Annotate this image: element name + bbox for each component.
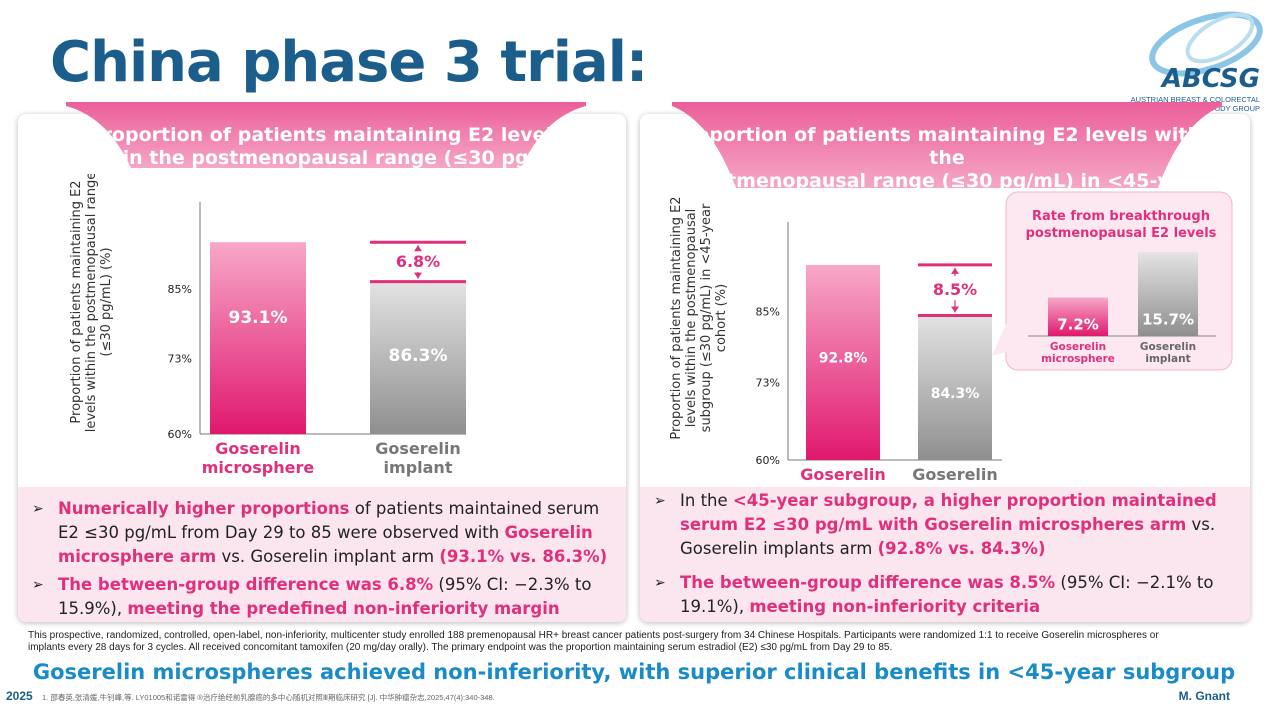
y-tick-label: 60% [756,454,780,467]
bar [918,315,992,460]
category-label: Goserelin [215,439,301,458]
bullet-text: (95% CI: −2.1% to 19.1%), [680,573,1214,616]
inset-bar [1048,297,1108,336]
right-banner: Proportion of patients maintaining E2 le… [672,124,1222,216]
inset-connector [992,320,1008,356]
bullet-text: meeting non-inferiority criteria [749,597,1041,616]
difference-label: 6.8% [396,252,440,271]
bar-value-label: 84.3% [931,386,980,402]
bar [370,281,466,434]
y-axis-label: levels within the postmenopausal range [84,174,99,432]
bar [806,264,880,460]
difference-arrowhead-up [414,245,422,252]
y-tick-label: 85% [756,305,780,318]
author: M. Gnant [1178,689,1230,703]
y-axis-label: levels within the postmenopausal [684,209,699,428]
bullet-arrow-icon: ➢ [654,493,666,509]
left-banner-line: within the postmenopausal range (≤30 pg/… [75,147,577,169]
bullet-text: (93.1% vs. 86.3%) [439,547,608,566]
category-label: microsphere [202,458,315,477]
study-footnote: This prospective, randomized, controlled… [28,630,1243,654]
bullet-text: <45-year subgroup, a higher proportion m… [680,491,1217,534]
bar-value-label: 93.1% [229,308,288,328]
bullet-text: In the [680,491,733,510]
category-label: Goserelin [375,439,461,458]
bullet-text: (92.8% vs. 84.3%) [877,539,1046,558]
difference-arrowhead-up [951,267,959,274]
right-banner-line: postmenopausal range (≤30 pg/mL) in <45-… [689,170,1205,192]
bullet-arrow-icon: ➢ [32,577,44,593]
bar-value-label: 92.8% [819,350,868,366]
left-banner: Proportion of patients maintaining E2 le… [66,124,586,170]
left-chart: 60% 73% 85% Proportion of patients maintain… [69,174,466,477]
left-banner-shape [66,102,586,168]
logo-subtitle-line: AUSTRIAN BREAST & COLORECTAL [1130,95,1260,104]
y-axis-label: (≤30 pg/mL) (%) [99,247,114,356]
bar-value-label: 86.3% [389,346,448,366]
logo-name: ABCSG [1161,64,1260,94]
inset-category-label: microsphere [1041,353,1115,365]
y-axis-label: subgroup (≤30 pg/mL) in <45-year [699,203,714,432]
inset-value-label: 15.7% [1142,310,1194,328]
bullet-text: The between-group difference was 6.8% [58,575,434,594]
right-banner-line: subgroup [896,193,998,215]
bullet-text: Numerically higher proportions [58,499,350,518]
right-banner-shape [672,102,1222,188]
bullet-text: Goserelin microsphere arm [58,523,593,566]
y-tick-label: 60% [168,428,192,441]
y-axis-label: cohort (%) [714,284,729,352]
inset-value-label: 7.2% [1057,316,1099,334]
year: 2025 [6,689,33,703]
bullet-arrow-icon: ➢ [654,575,666,591]
bullet-item: ➢ In the <45-year subgroup, a higher pro… [654,489,1236,561]
right-bullets: ➢ In the <45-year subgroup, a higher pro… [640,487,1250,622]
bullet-item: ➢ Numerically higher proportions of pati… [32,497,612,569]
left-panel: Proportion of patients maintaining E2 le… [18,102,626,622]
bullet-arrow-icon: ➢ [32,501,44,517]
inset-category-label: Goserelin [1140,341,1196,353]
right-chart: 60% 73% 85% Proportion of patients maintain… [669,191,1233,490]
footnote-line: This prospective, randomized, controlled… [28,630,1159,641]
inset-category-label: implant [1145,353,1190,365]
y-axis-label: Proportion of patients maintaining E2 [669,196,684,439]
bullet-text: vs. Goserelin implant arm [216,547,440,566]
bullet-item: ➢ The between-group difference was 8.5% … [654,571,1236,619]
y-tick-label: 73% [756,377,780,390]
category-label: Goserelin [912,465,998,484]
difference-arrowhead-down [951,306,959,313]
category-label: implant [384,458,453,477]
category-label: Goserelin [800,465,886,484]
inset-bar [1138,252,1198,336]
inset-title: Rate from breakthrough [1032,209,1210,224]
page-title: China phase 3 trial: [50,30,648,95]
left-bullets: ➢ Numerically higher proportions of pati… [18,487,626,622]
bar [210,242,306,434]
bullet-item: ➢ The between-group difference was 6.8% … [32,573,612,621]
bullet-text: The between-group difference was 8.5% [680,573,1056,592]
bullet-text: vs. Goserelin implants arm [680,515,1216,558]
left-banner-line: Proportion of patients maintaining E2 le… [88,124,564,146]
bullet-text: meeting the predefined non-inferiority m… [127,599,560,618]
inset-category-label: Goserelin [1050,341,1106,353]
y-tick-label: 73% [168,353,192,366]
abcsg-logo: ABCSG AUSTRIAN BREAST & COLORECTAL CANCE… [1128,4,1264,113]
y-axis-label: Proportion of patients maintaining E2 [69,180,84,423]
logo-swirl-icon [1149,11,1263,77]
right-banner-line: Proportion of patients maintaining E2 le… [672,124,1222,169]
right-panel: Proportion of patients maintaining E2 le… [640,102,1250,622]
conclusion: Goserelin microspheres achieved non-infe… [32,660,1236,684]
footnote-line: implants every 28 days for 3 cycles. All… [28,642,893,653]
reference: 1. 邵春英,张清媛,牛钊峰,等. LY01005和诺雷得 ®治疗绝经前乳腺癌的… [42,693,495,702]
y-tick-label: 85% [168,283,192,296]
bullet-text: (95% CI: −2.3% to 15.9%), [58,575,592,618]
difference-arrowhead-down [414,272,422,279]
difference-label: 8.5% [933,280,977,299]
inset-title: postmenopausal E2 levels [1026,226,1217,241]
bullet-text: of patients maintained serum E2 ≤30 pg/m… [58,499,600,542]
